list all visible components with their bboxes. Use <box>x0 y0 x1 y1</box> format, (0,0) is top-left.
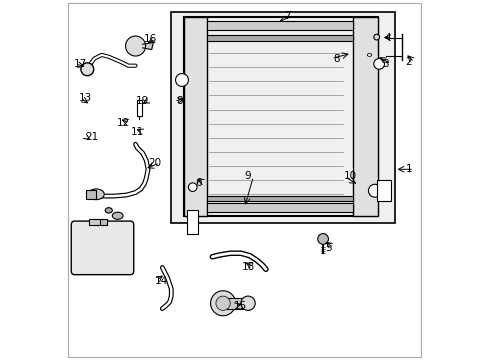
Text: 4: 4 <box>383 33 390 43</box>
Text: 5: 5 <box>325 243 331 253</box>
Text: 17: 17 <box>74 59 87 69</box>
Circle shape <box>241 296 255 310</box>
Text: 13: 13 <box>79 93 92 103</box>
Bar <box>206 21 353 30</box>
Bar <box>100 219 107 225</box>
Bar <box>183 18 206 216</box>
Bar <box>85 190 96 199</box>
Circle shape <box>367 184 381 197</box>
Text: 9: 9 <box>244 171 251 181</box>
Text: 7: 7 <box>284 11 290 21</box>
Ellipse shape <box>112 212 123 219</box>
Text: 1: 1 <box>405 164 411 174</box>
Bar <box>353 18 378 216</box>
Bar <box>376 180 390 202</box>
Bar <box>206 203 353 212</box>
Bar <box>171 12 394 223</box>
Circle shape <box>188 183 197 192</box>
Text: 15: 15 <box>233 301 246 311</box>
Text: 6: 6 <box>195 177 202 188</box>
Circle shape <box>175 73 188 86</box>
Ellipse shape <box>105 208 112 213</box>
Text: 18: 18 <box>242 262 255 272</box>
Bar <box>206 35 353 41</box>
FancyBboxPatch shape <box>71 221 134 275</box>
Ellipse shape <box>365 52 373 58</box>
Text: 11: 11 <box>130 127 143 137</box>
Ellipse shape <box>366 54 371 57</box>
Text: 8: 8 <box>333 54 339 64</box>
Bar <box>137 100 142 116</box>
Text: 12: 12 <box>117 118 130 128</box>
Bar <box>187 210 198 234</box>
Text: 16: 16 <box>143 34 157 44</box>
Text: 8: 8 <box>176 96 183 107</box>
Bar <box>89 219 100 225</box>
Bar <box>226 298 246 309</box>
Circle shape <box>210 291 235 316</box>
Text: 10: 10 <box>343 171 356 181</box>
Text: 2: 2 <box>405 57 411 67</box>
Bar <box>183 18 378 216</box>
Ellipse shape <box>88 189 104 200</box>
Circle shape <box>317 234 328 244</box>
Circle shape <box>81 63 94 76</box>
Bar <box>206 196 353 202</box>
Circle shape <box>373 34 379 40</box>
Circle shape <box>216 296 230 310</box>
Text: 3: 3 <box>382 59 388 69</box>
Circle shape <box>125 36 145 56</box>
Text: 20: 20 <box>147 158 161 168</box>
Polygon shape <box>142 42 153 50</box>
Text: 14: 14 <box>155 276 168 286</box>
Text: 21: 21 <box>85 132 98 142</box>
Text: 19: 19 <box>136 96 149 106</box>
Circle shape <box>373 59 384 69</box>
